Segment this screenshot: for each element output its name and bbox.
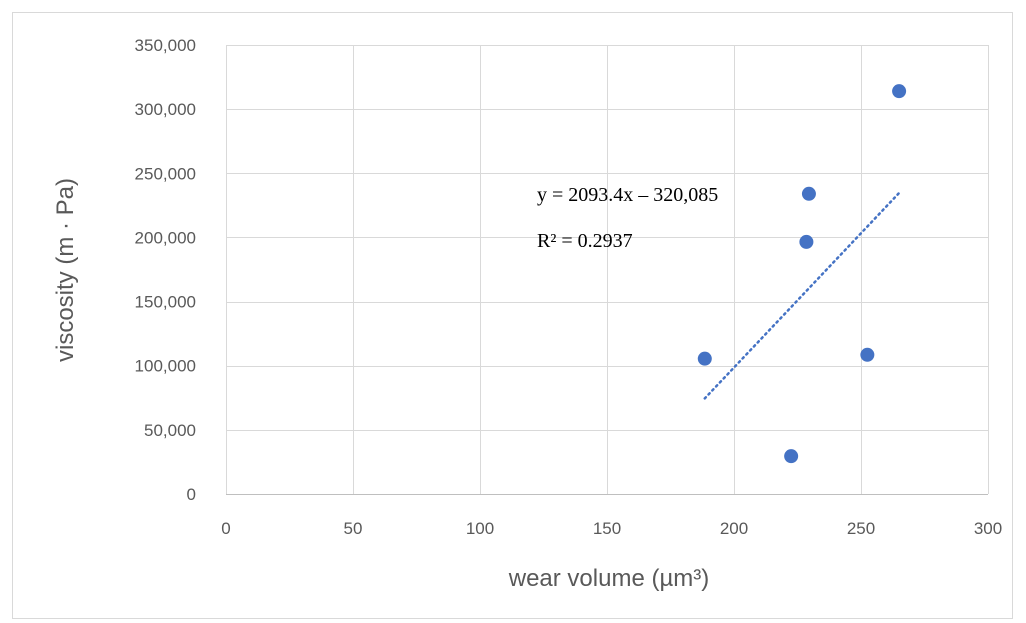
trendline-r-squared: R² = 0.2937 [537,230,633,252]
y-tick-label: 350,000 [135,36,196,55]
x-tick-label: 100 [466,519,494,538]
y-tick-label: 0 [187,485,196,504]
y-tick-labels: 0 50,000 100,000 150,000 200,000 250,000 300,0… [135,36,196,504]
x-tick-label: 300 [974,519,1002,538]
trendline-equation: y = 2093.4x – 320,085 [537,184,718,206]
x-tick-label: 50 [344,519,363,538]
data-point [697,351,712,366]
y-tick-label: 150,000 [135,293,196,312]
data-point [860,347,875,362]
y-axis-title: viscosity (m · Pa) [52,178,79,362]
data-points [697,84,907,464]
x-tick-label: 200 [720,519,748,538]
data-point [784,449,799,464]
x-tick-label: 0 [221,519,230,538]
x-tick-labels: 0 50 100 150 200 250 300 [221,519,1002,538]
y-tick-label: 300,000 [135,100,196,119]
data-point [801,186,816,201]
y-tick-label: 100,000 [135,357,196,376]
y-tick-label: 50,000 [144,421,196,440]
gridlines [226,45,989,495]
x-axis-title: wear volume (µm³) [508,565,710,592]
trendline [703,191,901,400]
chart-border [12,12,1013,619]
y-tick-label: 250,000 [135,164,196,183]
y-tick-label: 200,000 [135,228,196,247]
x-tick-label: 250 [847,519,875,538]
data-point [892,84,907,99]
x-tick-label: 150 [593,519,621,538]
data-point [799,234,814,249]
trendline-group [703,191,901,400]
